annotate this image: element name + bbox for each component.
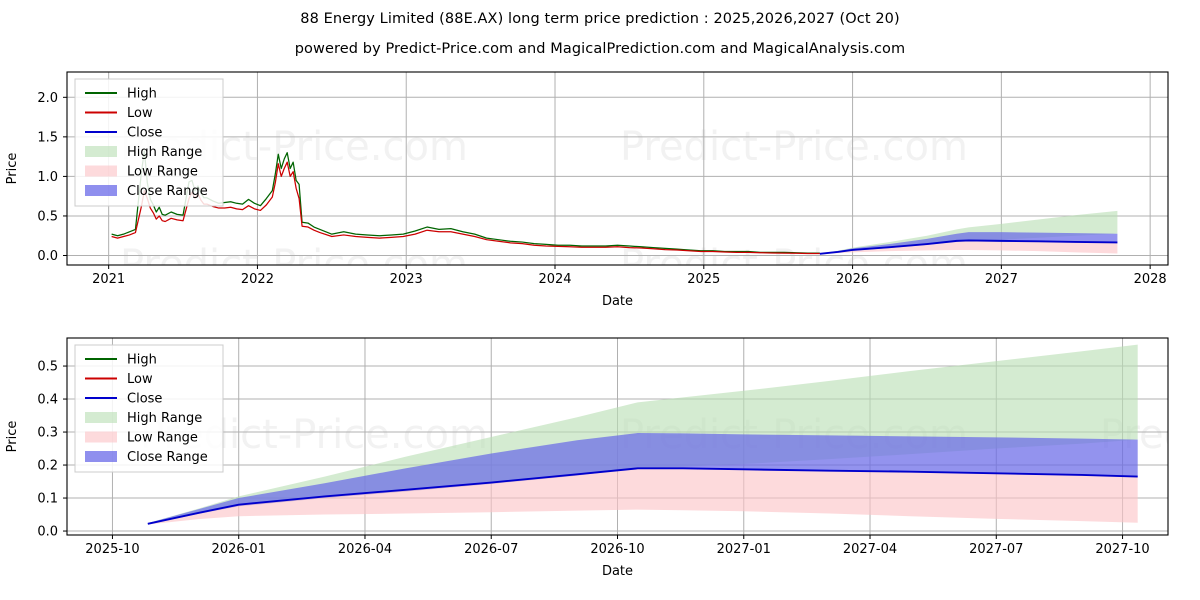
legend-swatch-close-range xyxy=(85,451,117,462)
x-tick-label: 2021 xyxy=(92,272,125,287)
chart-legend: High Low Close High Range Low Range Close Ran… xyxy=(74,344,224,473)
x-tick-label: 2025 xyxy=(687,272,720,287)
series-line-close xyxy=(147,467,1138,525)
legend-label: Low xyxy=(127,106,153,121)
legend-label: Low xyxy=(127,372,153,387)
series-line-low xyxy=(111,161,820,255)
watermark-text: Predict-Price.com xyxy=(120,242,468,288)
legend-label: Close xyxy=(127,392,162,407)
y-tick-label: 0.3 xyxy=(37,426,58,441)
x-tick-label: 2027-10 xyxy=(1095,542,1149,557)
page-title: 88 Energy Limited (88E.AX) long term pri… xyxy=(300,11,900,27)
y-tick-label: 2.0 xyxy=(37,91,58,106)
legend-swatch-low-range xyxy=(85,165,117,177)
band-close-range xyxy=(147,433,1138,525)
x-tick-label: 2026-04 xyxy=(338,542,392,557)
y-axis-label: Price xyxy=(5,153,20,185)
series-line-close xyxy=(819,239,1118,255)
x-tick-label: 2028 xyxy=(1134,272,1167,287)
y-tick-label: 1.5 xyxy=(37,130,58,145)
legend-label: High xyxy=(127,87,157,102)
series-line-high xyxy=(111,150,820,254)
x-tick-label: 2027-01 xyxy=(717,542,771,557)
legend-swatch-close-range xyxy=(85,185,117,196)
legend-label: Close Range xyxy=(127,450,208,465)
x-axis-label: Date xyxy=(602,294,633,309)
overview-chart: Predict-Price.com Predict-Price.comPredic… xyxy=(5,71,1169,309)
page-subtitle: powered by Predict-Price.com and Magical… xyxy=(294,41,906,57)
x-tick-label: 2026-01 xyxy=(212,542,266,557)
y-tick-label: 0.5 xyxy=(37,360,58,375)
x-tick-label: 2027-07 xyxy=(969,542,1023,557)
x-tick-label: 2026 xyxy=(836,272,869,287)
band-low-range xyxy=(819,240,1118,255)
watermark-text: Predict-Price.com xyxy=(620,124,968,170)
legend-label: High Range xyxy=(127,411,202,426)
y-tick-label: 0.0 xyxy=(37,525,58,540)
legend-swatch-high-range xyxy=(85,412,117,423)
chart-legend: High Low Close High Range Low Range Close Ran… xyxy=(74,78,224,207)
axes-frame xyxy=(66,71,1169,266)
y-tick-label: 0.4 xyxy=(37,393,58,408)
x-tick-label: 2024 xyxy=(538,272,571,287)
legend-label: High xyxy=(127,353,157,368)
x-tick-label: 2022 xyxy=(241,272,274,287)
legend-label: Close xyxy=(127,126,162,141)
x-tick-label: 2023 xyxy=(390,272,423,287)
y-axis-label: Price xyxy=(5,421,20,453)
band-close-range xyxy=(819,232,1118,254)
x-tick-label: 2026-07 xyxy=(464,542,518,557)
x-tick-label: 2026-10 xyxy=(590,542,644,557)
y-tick-label: 0.1 xyxy=(37,492,58,507)
y-tick-label: 0.2 xyxy=(37,459,58,474)
y-tick-label: 0.5 xyxy=(37,209,58,224)
legend-label: Close Range xyxy=(127,184,208,199)
x-tick-label: 2027-04 xyxy=(843,542,897,557)
legend-swatch-low-range xyxy=(85,431,117,443)
x-tick-label: 2027 xyxy=(985,272,1018,287)
band-low-range xyxy=(147,468,1138,525)
x-tick-label: 2025-10 xyxy=(85,542,139,557)
legend-label: Low Range xyxy=(127,165,198,180)
legend-label: Low Range xyxy=(127,431,198,446)
legend-swatch-high-range xyxy=(85,146,117,157)
y-tick-label: 1.0 xyxy=(37,170,58,185)
forecast-chart: Predict-Price.comPredict-Price.comPredic… xyxy=(5,337,1169,579)
title-block: 88 Energy Limited (88E.AX) long term pri… xyxy=(0,0,1200,57)
y-tick-label: 0.0 xyxy=(37,249,58,264)
x-axis-label: Date xyxy=(602,564,633,579)
legend-label: High Range xyxy=(127,145,202,160)
